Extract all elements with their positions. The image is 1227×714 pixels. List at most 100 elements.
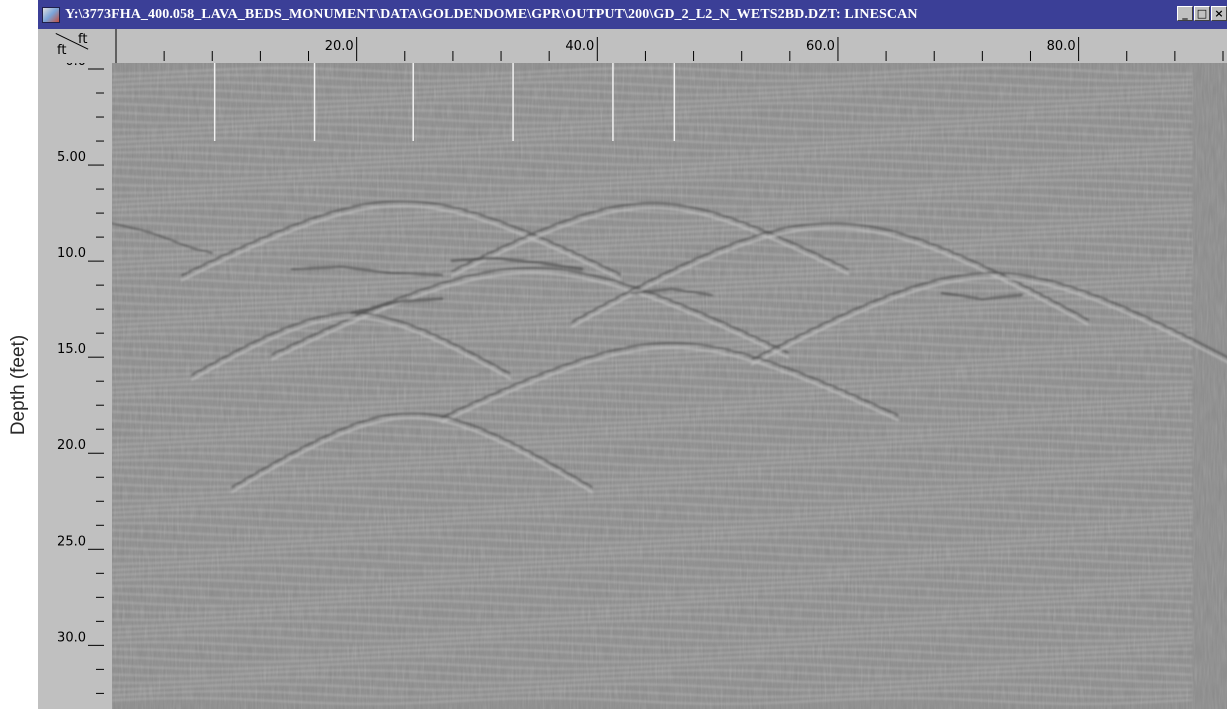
- reflector-band: [112, 431, 1193, 439]
- reflector-band: [751, 276, 1227, 366]
- reflector-band: [112, 123, 1193, 131]
- reflector-band: [112, 74, 1193, 82]
- reflector-band: [112, 102, 1193, 110]
- reflector-band: [112, 242, 1193, 250]
- reflector-band: [112, 186, 1193, 194]
- depth-axis-label: Depth (feet): [0, 60, 38, 709]
- reflector-band: [112, 340, 1193, 348]
- reflector-band: [112, 396, 1193, 404]
- depth-tick-label: 0.0: [65, 63, 86, 69]
- close-button[interactable]: ×: [1211, 6, 1227, 21]
- reflector-band: [112, 312, 1193, 320]
- reflector-band: [112, 222, 213, 254]
- reflector-band: [112, 375, 1193, 383]
- reflector-band: [191, 317, 511, 381]
- reflector-band: [112, 417, 1193, 425]
- linescan-window: Y:\3773FHA_400.058_LAVA_BEDS_MONUMENT\DA…: [38, 0, 1227, 709]
- reflector-band: [112, 165, 1193, 173]
- reflector-band: [112, 466, 1193, 474]
- reflector-band: [112, 438, 1193, 446]
- reflector-band: [571, 227, 1089, 328]
- reflector-band: [112, 445, 1193, 453]
- minimize-button[interactable]: _: [1177, 6, 1193, 21]
- reflector-band: [112, 683, 1193, 691]
- reflector-band: [630, 287, 714, 297]
- reflector-band: [112, 319, 1193, 327]
- reflector-band: [451, 207, 849, 277]
- reflector-band: [112, 403, 1193, 411]
- reflector-band: [112, 368, 1193, 376]
- depth-axis-label-text: Depth (feet): [8, 334, 30, 435]
- reflector-band: [181, 200, 621, 277]
- reflector-band: [112, 473, 1193, 481]
- reflector-band: [112, 571, 1193, 579]
- reflector-band: [112, 480, 1193, 488]
- reflector-band: [112, 81, 1193, 89]
- reflector-band: [112, 648, 1193, 656]
- reflector-band: [290, 265, 444, 277]
- reflector-band: [112, 543, 1193, 551]
- reflector-band: [112, 158, 1193, 166]
- ruler-tick-label: 20.0: [325, 39, 354, 54]
- reflector-band: [112, 662, 1193, 670]
- reflector-band: [112, 599, 1193, 607]
- reflector-band: [450, 256, 584, 271]
- ruler-tick-label: 40.0: [565, 39, 594, 54]
- reflector-band: [112, 235, 1193, 243]
- reflector-band: [112, 641, 1193, 649]
- reflector-band: [112, 130, 1193, 138]
- reflector-band: [231, 411, 593, 489]
- reflector-band: [112, 193, 1193, 201]
- reflector-band: [181, 205, 621, 282]
- vertical-unit: ft: [57, 43, 67, 58]
- reflector-band: [112, 578, 1193, 586]
- maximize-button[interactable]: □: [1194, 6, 1210, 21]
- ruler-tick-label: 60.0: [806, 39, 835, 54]
- radargram-scan[interactable]: [112, 63, 1227, 709]
- horizontal-ruler: 20.0 40.0 60.0 80.0: [112, 29, 1227, 63]
- reflector-band: [571, 222, 1089, 323]
- reflector-band: [112, 263, 1193, 271]
- depth-tick-label: 10.0: [57, 246, 86, 261]
- reflector-band: [112, 256, 1193, 264]
- reflector-band: [112, 606, 1193, 614]
- reflector-band: [112, 550, 1193, 558]
- depth-tick-label: 5.00: [57, 150, 86, 165]
- reflector-band: [112, 424, 1193, 432]
- reflector-band: [112, 207, 1193, 215]
- depth-tick-label: 20.0: [57, 438, 86, 453]
- reflector-band: [112, 305, 1193, 313]
- window-titlebar[interactable]: Y:\3773FHA_400.058_LAVA_BEDS_MONUMENT\DA…: [38, 0, 1227, 29]
- reflector-band: [112, 410, 1193, 418]
- reflector-band: [112, 382, 1193, 390]
- horizontal-ruler-graphic: 20.0 40.0 60.0 80.0: [115, 29, 1224, 63]
- reflector-band: [271, 272, 789, 361]
- reflector-band: [112, 592, 1193, 600]
- reflector-band: [112, 494, 1193, 502]
- reflector-band: [112, 655, 1193, 663]
- reflector-band: [441, 342, 899, 419]
- reflector-band: [112, 515, 1193, 523]
- radargram-image: [112, 63, 1227, 709]
- depth-tick-label: 25.0: [57, 534, 86, 549]
- reflector-band: [112, 627, 1193, 635]
- reflector-band: [112, 67, 1193, 75]
- reflector-band: [112, 95, 1193, 103]
- reflector-band: [112, 564, 1193, 572]
- window-title: Y:\3773FHA_400.058_LAVA_BEDS_MONUMENT\DA…: [65, 6, 918, 22]
- app-icon[interactable]: [42, 6, 60, 23]
- vertical-ruler-graphic: 0.0 5.00 10.0 15.0 20.0 25.0 30.0: [57, 54, 104, 694]
- reflector-band: [112, 137, 1193, 145]
- reflector-band: [451, 202, 849, 272]
- reflector-band: [112, 676, 1193, 684]
- reflector-band: [231, 416, 593, 494]
- reflector-band: [112, 228, 1193, 236]
- reflector-band: [112, 508, 1193, 516]
- reflector-band: [112, 557, 1193, 565]
- reflector-band: [112, 179, 1193, 187]
- reflector-band: [112, 270, 1193, 278]
- reflector-band: [112, 487, 1193, 495]
- reflector-band: [112, 151, 1193, 159]
- reflector-band: [112, 88, 1193, 96]
- reflector-band: [350, 297, 444, 315]
